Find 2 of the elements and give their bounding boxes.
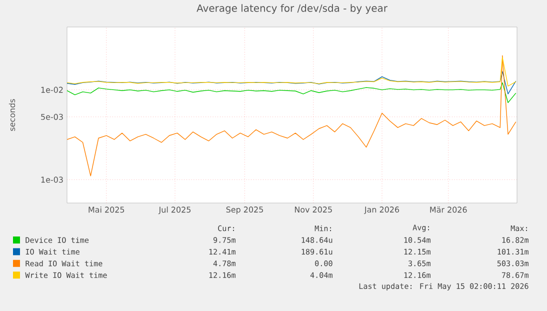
- chart-title: Average latency for /dev/sda - by year: [196, 4, 388, 14]
- line-series: [67, 55, 516, 176]
